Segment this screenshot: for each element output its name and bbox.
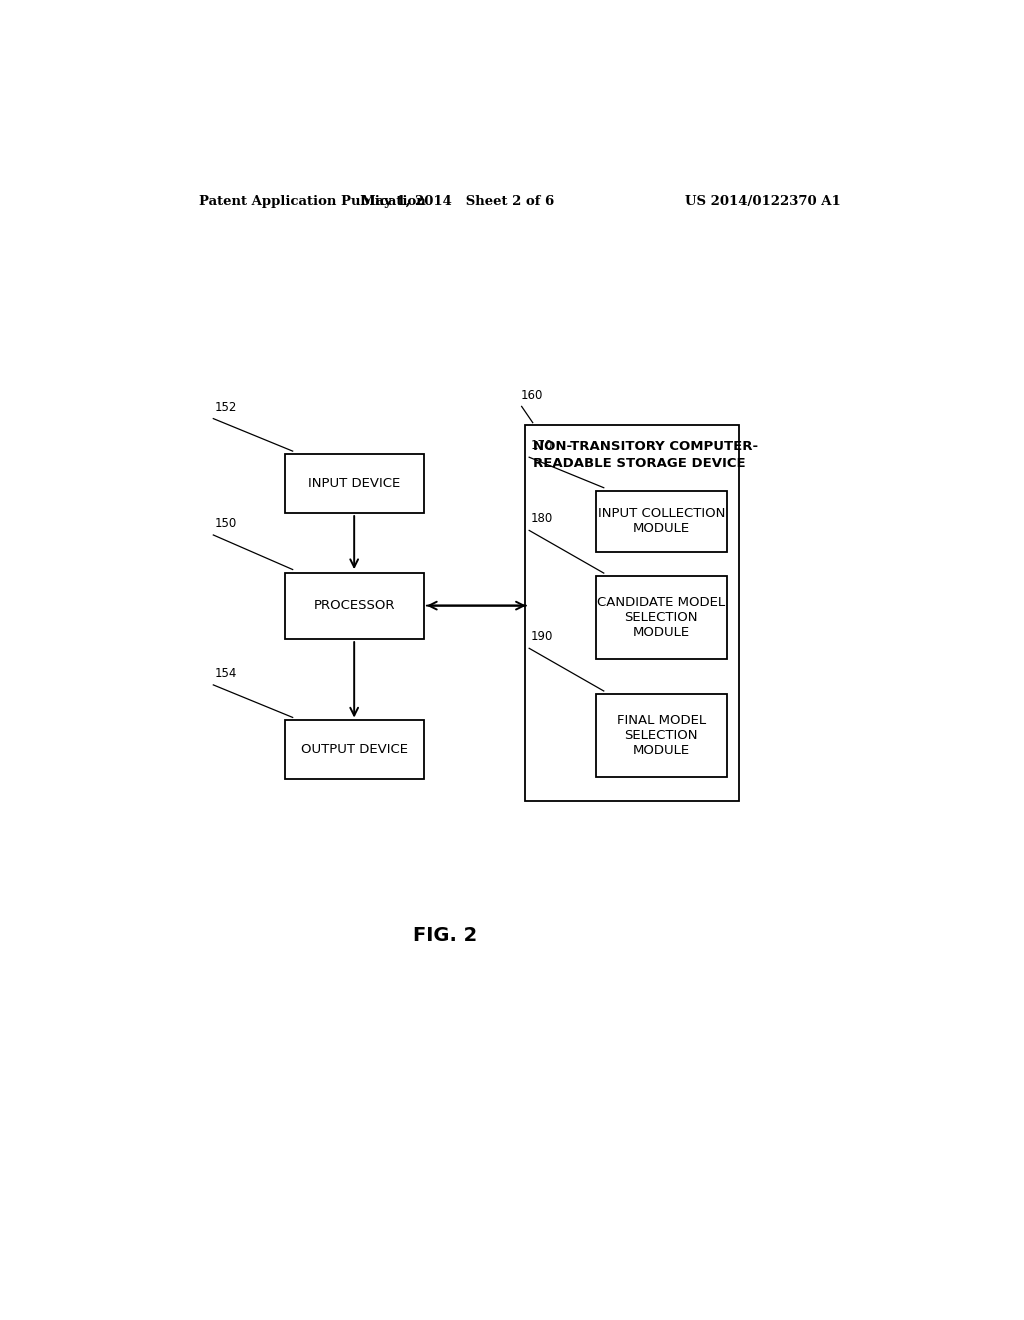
Text: Patent Application Publication: Patent Application Publication bbox=[200, 194, 426, 207]
Bar bbox=[524, 425, 739, 801]
Text: May 1, 2014   Sheet 2 of 6: May 1, 2014 Sheet 2 of 6 bbox=[360, 194, 554, 207]
Text: 160: 160 bbox=[521, 389, 543, 403]
Text: INPUT DEVICE: INPUT DEVICE bbox=[308, 477, 400, 490]
Text: FINAL MODEL
SELECTION
MODULE: FINAL MODEL SELECTION MODULE bbox=[616, 714, 706, 758]
Text: 180: 180 bbox=[530, 512, 553, 525]
Text: 150: 150 bbox=[215, 517, 238, 529]
Bar bbox=[596, 694, 727, 777]
Text: 152: 152 bbox=[215, 400, 238, 413]
Bar bbox=[596, 491, 727, 552]
Text: 170: 170 bbox=[530, 440, 553, 453]
Text: INPUT COLLECTION
MODULE: INPUT COLLECTION MODULE bbox=[598, 507, 725, 535]
Bar bbox=[285, 573, 424, 639]
Bar bbox=[285, 454, 424, 513]
Text: US 2014/0122370 A1: US 2014/0122370 A1 bbox=[685, 194, 841, 207]
Text: 154: 154 bbox=[215, 667, 238, 680]
Text: PROCESSOR: PROCESSOR bbox=[313, 599, 395, 612]
Text: OUTPUT DEVICE: OUTPUT DEVICE bbox=[301, 743, 408, 756]
Text: CANDIDATE MODEL
SELECTION
MODULE: CANDIDATE MODEL SELECTION MODULE bbox=[597, 597, 725, 639]
Text: 190: 190 bbox=[530, 630, 553, 643]
Text: NON-TRANSITORY COMPUTER-
READABLE STORAGE DEVICE: NON-TRANSITORY COMPUTER- READABLE STORAG… bbox=[532, 440, 758, 470]
Bar bbox=[285, 721, 424, 779]
Bar bbox=[596, 576, 727, 660]
Text: FIG. 2: FIG. 2 bbox=[414, 927, 477, 945]
